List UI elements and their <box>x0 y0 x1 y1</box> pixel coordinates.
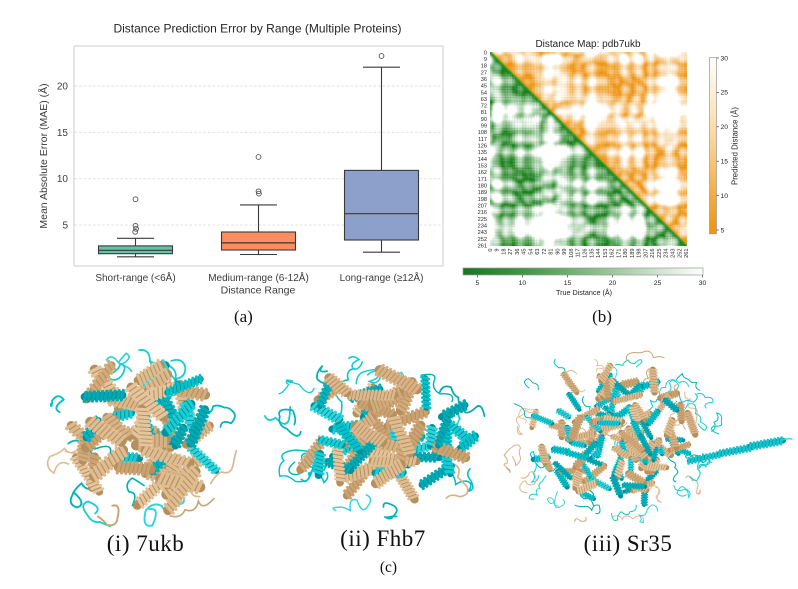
svg-text:20: 20 <box>609 280 617 287</box>
svg-text:153: 153 <box>478 164 487 170</box>
svg-text:Long-range (≥12Å): Long-range (≥12Å) <box>340 271 424 284</box>
svg-text:261: 261 <box>684 249 690 258</box>
svg-text:243: 243 <box>671 249 677 258</box>
svg-text:10: 10 <box>519 280 527 287</box>
svg-text:25: 25 <box>721 90 729 97</box>
svg-text:20: 20 <box>57 82 69 93</box>
svg-text:81: 81 <box>481 110 487 116</box>
svg-text:Distance Prediction Error by R: Distance Prediction Error by Range (Mult… <box>113 22 401 36</box>
svg-text:18: 18 <box>481 64 487 70</box>
svg-text:27: 27 <box>508 249 514 255</box>
svg-text:81: 81 <box>549 249 555 255</box>
svg-text:9: 9 <box>495 249 501 252</box>
svg-text:99: 99 <box>562 249 568 255</box>
svg-text:171: 171 <box>616 249 622 258</box>
svg-text:72: 72 <box>481 104 487 110</box>
svg-text:162: 162 <box>478 170 487 176</box>
svg-text:117: 117 <box>576 249 582 258</box>
svg-text:72: 72 <box>542 249 548 255</box>
svg-text:144: 144 <box>478 157 487 163</box>
svg-text:10: 10 <box>57 174 69 185</box>
svg-text:0: 0 <box>488 249 494 252</box>
svg-text:90: 90 <box>481 117 487 123</box>
svg-text:261: 261 <box>478 244 487 250</box>
svg-text:207: 207 <box>643 249 649 258</box>
svg-text:45: 45 <box>481 84 487 90</box>
svg-text:36: 36 <box>481 77 487 83</box>
svg-text:15: 15 <box>721 159 729 166</box>
svg-text:15: 15 <box>57 128 69 139</box>
svg-text:198: 198 <box>637 249 643 258</box>
svg-text:207: 207 <box>478 204 487 210</box>
svg-text:5: 5 <box>721 227 725 234</box>
svg-text:(a): (a) <box>234 307 253 326</box>
svg-text:Distance Range: Distance Range <box>221 285 296 297</box>
svg-text:20: 20 <box>721 124 729 131</box>
svg-text:153: 153 <box>603 249 609 258</box>
svg-text:108: 108 <box>569 249 575 258</box>
svg-text:180: 180 <box>623 249 629 258</box>
svg-text:117: 117 <box>478 137 487 143</box>
svg-text:171: 171 <box>478 177 487 183</box>
svg-text:189: 189 <box>630 249 636 258</box>
svg-text:216: 216 <box>650 249 656 258</box>
svg-text:15: 15 <box>564 280 572 287</box>
svg-text:225: 225 <box>657 249 663 258</box>
svg-text:45: 45 <box>522 249 528 255</box>
svg-text:Short-range (<6Å): Short-range (<6Å) <box>95 271 175 284</box>
svg-text:216: 216 <box>478 210 487 216</box>
svg-text:234: 234 <box>478 224 487 230</box>
svg-text:126: 126 <box>583 249 589 258</box>
svg-text:5: 5 <box>62 221 68 232</box>
svg-text:63: 63 <box>535 249 541 255</box>
svg-text:18: 18 <box>501 249 507 255</box>
svg-text:10: 10 <box>721 193 729 200</box>
svg-text:(b): (b) <box>592 307 612 326</box>
svg-text:25: 25 <box>654 280 662 287</box>
svg-text:True Distance (Å): True Distance (Å) <box>556 288 612 297</box>
svg-text:5: 5 <box>476 280 480 287</box>
svg-text:54: 54 <box>528 249 534 255</box>
svg-text:27: 27 <box>481 70 487 76</box>
svg-text:30: 30 <box>699 280 707 287</box>
svg-text:126: 126 <box>478 144 487 150</box>
svg-text:Medium-range (6-12Å): Medium-range (6-12Å) <box>208 271 309 284</box>
svg-text:252: 252 <box>677 249 683 258</box>
svg-text:9: 9 <box>484 57 487 63</box>
svg-text:108: 108 <box>478 130 487 136</box>
svg-text:189: 189 <box>478 190 487 196</box>
svg-text:90: 90 <box>555 249 561 255</box>
svg-text:144: 144 <box>596 249 602 258</box>
svg-text:234: 234 <box>664 249 670 258</box>
svg-text:0: 0 <box>484 50 487 56</box>
svg-text:135: 135 <box>478 150 487 156</box>
svg-text:54: 54 <box>481 90 487 96</box>
svg-text:99: 99 <box>481 124 487 130</box>
svg-text:243: 243 <box>478 230 487 236</box>
svg-text:Predicted Distance (Å): Predicted Distance (Å) <box>731 107 740 185</box>
svg-text:30: 30 <box>721 55 729 62</box>
svg-text:252: 252 <box>478 237 487 243</box>
svg-text:180: 180 <box>478 184 487 190</box>
svg-text:225: 225 <box>478 217 487 223</box>
svg-text:135: 135 <box>589 249 595 258</box>
svg-text:Distance Map: pdb7ukb: Distance Map: pdb7ukb <box>535 39 641 50</box>
svg-text:198: 198 <box>478 197 487 203</box>
svg-text:Mean Absolute Error (MAE) (Å): Mean Absolute Error (MAE) (Å) <box>37 83 50 228</box>
svg-text:36: 36 <box>515 249 521 255</box>
svg-text:63: 63 <box>481 97 487 103</box>
svg-text:162: 162 <box>610 249 616 258</box>
